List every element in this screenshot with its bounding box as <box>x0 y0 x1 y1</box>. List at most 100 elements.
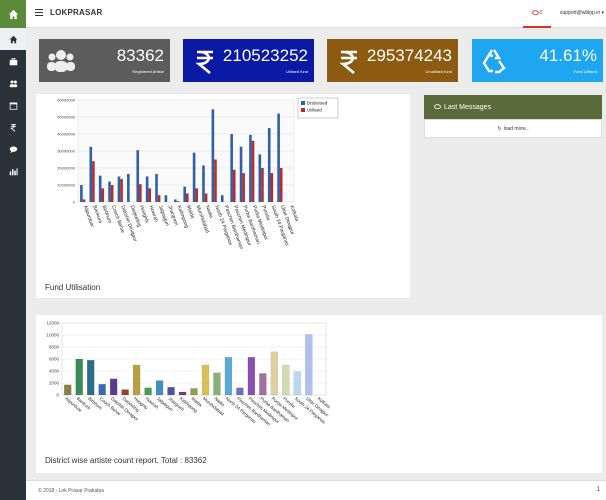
bar-disbursed <box>202 165 205 202</box>
y-tick-label: 40000000 <box>57 132 76 137</box>
bar <box>247 357 256 396</box>
legend-box <box>297 97 339 119</box>
y-tick-label: 0 <box>73 200 76 205</box>
menu-toggle-icon[interactable] <box>35 9 43 16</box>
bar <box>121 389 129 396</box>
bar-disbursed <box>249 134 252 202</box>
rupee-icon <box>9 123 16 132</box>
comments-icon <box>9 146 17 153</box>
bar-utilised <box>186 193 189 202</box>
y-tick-label: 10000 <box>46 333 59 338</box>
bar <box>213 372 221 396</box>
bar <box>64 384 72 396</box>
y-tick-label: 12000 <box>46 321 59 326</box>
home-icon <box>9 35 17 43</box>
stat-value: 295374243 <box>366 46 452 65</box>
y-tick-label: 8000 <box>49 345 60 350</box>
legend-swatch <box>301 101 305 105</box>
messages-title: Last Messages <box>444 103 492 111</box>
bar-disbursed <box>174 199 177 202</box>
artiste-chart-caption: District wise artiste count report. Tota… <box>45 456 207 465</box>
bar <box>86 360 95 396</box>
bar <box>132 364 141 396</box>
logo[interactable] <box>0 0 26 28</box>
top-navbar: LOKPRASAR 0 support@wblpp.in ▾ <box>26 0 606 28</box>
bar-chart-icon <box>9 168 18 175</box>
stat-card-utilised: 210523252 Utilised fund <box>183 39 314 82</box>
sidebar-item-home[interactable] <box>0 28 26 50</box>
x-tick-label: Howrah <box>148 205 160 223</box>
legend-swatch <box>301 108 305 112</box>
bar-disbursed <box>80 185 83 202</box>
bar <box>190 388 198 396</box>
bar <box>155 380 164 396</box>
users-icon <box>9 80 17 87</box>
notifications-button[interactable]: 0 <box>523 0 551 28</box>
bar-disbursed <box>127 173 130 202</box>
bar-disbursed <box>155 173 158 202</box>
rupee-icon <box>195 50 213 75</box>
stat-value: 210523252 <box>222 46 308 65</box>
y-tick-label: 2000 <box>49 381 60 386</box>
bar-disbursed <box>145 176 149 202</box>
y-tick-label: 50000000 <box>57 115 76 120</box>
notification-count: 0 <box>539 10 543 16</box>
stat-value: 41.61% <box>539 46 597 65</box>
x-tick-label: Malda <box>185 205 195 220</box>
bar <box>236 387 244 396</box>
comments-icon <box>434 104 441 110</box>
sidebar-item-reports[interactable] <box>0 160 26 182</box>
sidebar-item-funds[interactable] <box>0 116 26 138</box>
bar-disbursed <box>89 146 93 202</box>
stat-card-fund-utilised: 41.61% Fund Utilised <box>472 39 603 82</box>
bar-utilised <box>120 179 123 202</box>
bar-disbursed <box>230 134 233 202</box>
y-tick-label: 6000 <box>49 357 60 362</box>
sidebar-item-calendar[interactable] <box>0 94 26 116</box>
users-icon <box>47 50 75 72</box>
bar-disbursed <box>258 154 262 202</box>
bar-utilised <box>242 173 245 202</box>
bar-disbursed <box>277 113 280 202</box>
bar-disbursed <box>136 150 140 202</box>
y-tick-label: 10000000 <box>57 183 76 188</box>
sidebar-item-artistes[interactable] <box>0 72 26 94</box>
bar <box>270 351 279 396</box>
sidebar-item-messages[interactable] <box>0 138 26 160</box>
bar-disbursed <box>108 181 111 202</box>
bar <box>293 371 302 396</box>
bar <box>178 391 187 396</box>
bar-disbursed <box>220 195 224 202</box>
load-more-link[interactable]: load more.. <box>503 125 529 132</box>
bar-utilised <box>139 184 142 202</box>
fund-chart-panel: 0 10000000 20000000 30000000 40000000 5000000… <box>36 94 410 298</box>
bar-disbursed <box>267 128 271 202</box>
bar-utilised <box>157 195 161 202</box>
main-content: 83362 Registered Artiste 210523252 Utili… <box>26 28 606 500</box>
bar-disbursed <box>192 152 196 202</box>
rupee-icon <box>339 50 357 75</box>
x-tick-label: Purulia <box>260 205 271 222</box>
artiste-count-chart: 020004000600080001000012000AlipurduarBan… <box>46 321 331 427</box>
x-tick-label: Nadia <box>204 205 214 220</box>
stat-label: Registered Artiste <box>132 69 164 74</box>
y-tick-label: 60000000 <box>57 98 76 103</box>
copyright-text: © 2018 - Lok Prasar Prakalpa <box>38 488 104 494</box>
bar <box>282 364 290 396</box>
legend-label: Disbursed <box>307 101 328 106</box>
user-menu[interactable]: support@wblpp.in ▾ <box>560 10 605 16</box>
artiste-chart-panel: 0 2000 4000 6000 8000 10000 12000 Alipurduar Ban… <box>36 315 602 473</box>
bar <box>75 358 83 396</box>
fund-utilisation-chart: 0 10000000 20000000 30000000 40000000 5000000… <box>57 97 339 251</box>
stat-label: Utilised fund <box>285 69 308 74</box>
messages-body: ↻ load more.. <box>424 119 602 138</box>
app-title: LOKPRASAR <box>50 8 103 17</box>
bar-utilised <box>232 169 236 202</box>
bar-utilised <box>82 199 86 202</box>
sidebar-item-schemes[interactable] <box>0 50 26 72</box>
recycle-icon <box>482 49 506 74</box>
bar-utilised <box>251 140 255 202</box>
refresh-icon: ↻ <box>497 125 502 132</box>
bar <box>305 334 313 396</box>
bar-utilised <box>195 188 198 202</box>
